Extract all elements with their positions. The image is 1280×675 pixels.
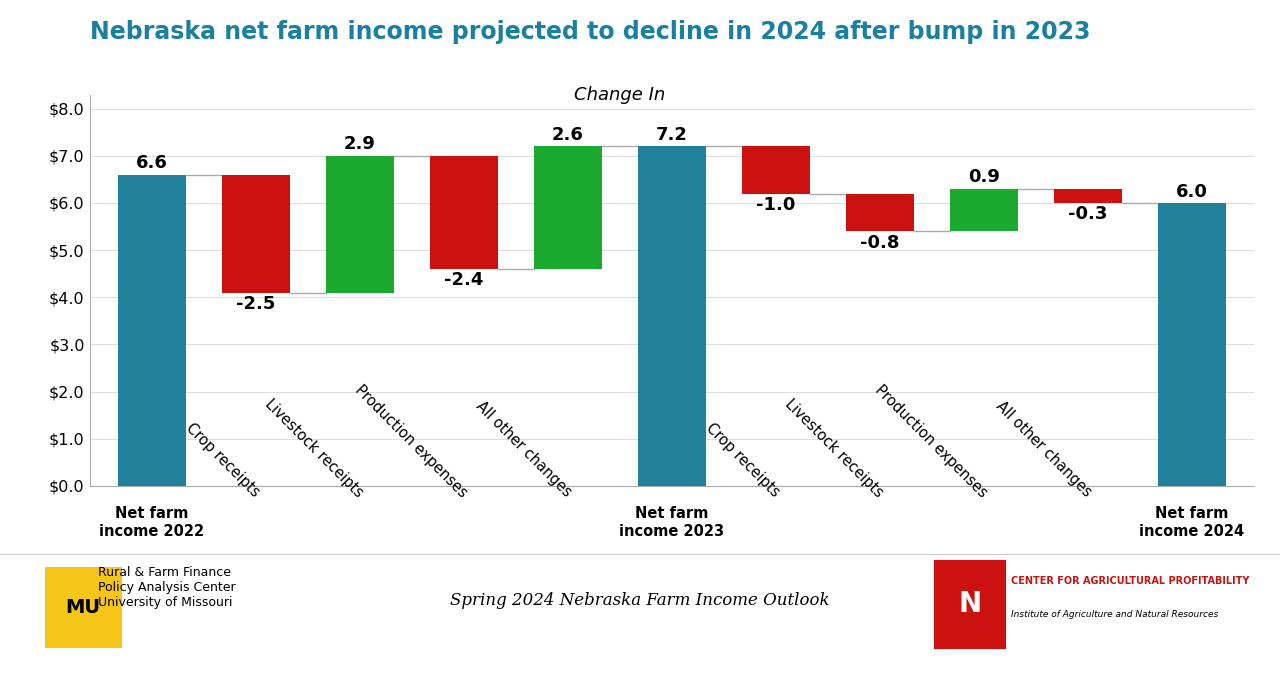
Text: 6.6: 6.6	[136, 155, 168, 172]
Bar	[742, 146, 810, 194]
Text: Rural & Farm Finance
Policy Analysis Center
University of Missouri: Rural & Farm Finance Policy Analysis Cen…	[97, 566, 236, 609]
Text: Livestock receipts: Livestock receipts	[262, 396, 366, 500]
Text: Livestock receipts: Livestock receipts	[782, 396, 887, 500]
Bar	[846, 194, 914, 232]
Bar	[1158, 203, 1226, 486]
Bar	[326, 156, 394, 292]
Text: Net farm
income 2023: Net farm income 2023	[620, 506, 724, 539]
Bar	[118, 175, 186, 486]
Text: Nebraska net farm income projected to decline in 2024 after bump in 2023: Nebraska net farm income projected to de…	[90, 20, 1091, 45]
Text: Crop receipts: Crop receipts	[183, 421, 262, 500]
Text: -0.3: -0.3	[1069, 205, 1107, 223]
Text: Net farm
income 2022: Net farm income 2022	[100, 506, 205, 539]
Bar	[534, 146, 602, 269]
Text: 2.6: 2.6	[552, 126, 584, 144]
Bar	[430, 156, 498, 269]
Text: 0.9: 0.9	[968, 169, 1000, 186]
Bar	[1055, 189, 1121, 203]
Text: All other changes: All other changes	[474, 399, 575, 500]
Text: Change In: Change In	[575, 86, 666, 104]
Text: N: N	[957, 590, 982, 618]
Text: -2.4: -2.4	[444, 271, 484, 290]
Bar	[223, 175, 289, 292]
Text: Crop receipts: Crop receipts	[703, 421, 782, 500]
Text: Spring 2024 Nebraska Farm Income Outlook: Spring 2024 Nebraska Farm Income Outlook	[451, 592, 829, 610]
Text: MU: MU	[65, 598, 101, 617]
Text: Institute of Agriculture and Natural Resources: Institute of Agriculture and Natural Res…	[1011, 610, 1219, 619]
Text: All other changes: All other changes	[993, 399, 1094, 500]
Text: -2.5: -2.5	[237, 295, 275, 313]
Text: CENTER FOR AGRICULTURAL PROFITABILITY: CENTER FOR AGRICULTURAL PROFITABILITY	[1011, 576, 1249, 585]
Text: -0.8: -0.8	[860, 234, 900, 252]
Text: 2.9: 2.9	[344, 136, 376, 153]
Text: 6.0: 6.0	[1176, 183, 1208, 200]
Text: Net farm
income 2024: Net farm income 2024	[1139, 506, 1244, 539]
Text: Production expenses: Production expenses	[872, 382, 991, 500]
Text: 7.2: 7.2	[657, 126, 687, 144]
Bar	[639, 146, 705, 486]
Text: Production expenses: Production expenses	[352, 382, 471, 500]
Text: -1.0: -1.0	[756, 196, 796, 214]
Bar	[950, 189, 1018, 232]
